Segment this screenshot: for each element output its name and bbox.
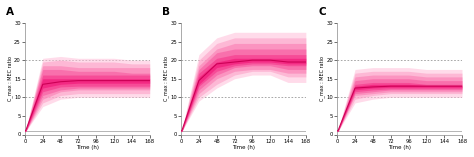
Y-axis label: C_max : MEC ratio: C_max : MEC ratio xyxy=(319,56,325,101)
X-axis label: Time (h): Time (h) xyxy=(388,145,411,150)
Y-axis label: C_max : MEC ratio: C_max : MEC ratio xyxy=(163,56,169,101)
X-axis label: Time (h): Time (h) xyxy=(76,145,99,150)
Text: C: C xyxy=(319,7,326,17)
Text: A: A xyxy=(6,7,14,17)
Y-axis label: C_max : MEC ratio: C_max : MEC ratio xyxy=(7,56,13,101)
Text: B: B xyxy=(163,7,170,17)
X-axis label: Time (h): Time (h) xyxy=(232,145,255,150)
